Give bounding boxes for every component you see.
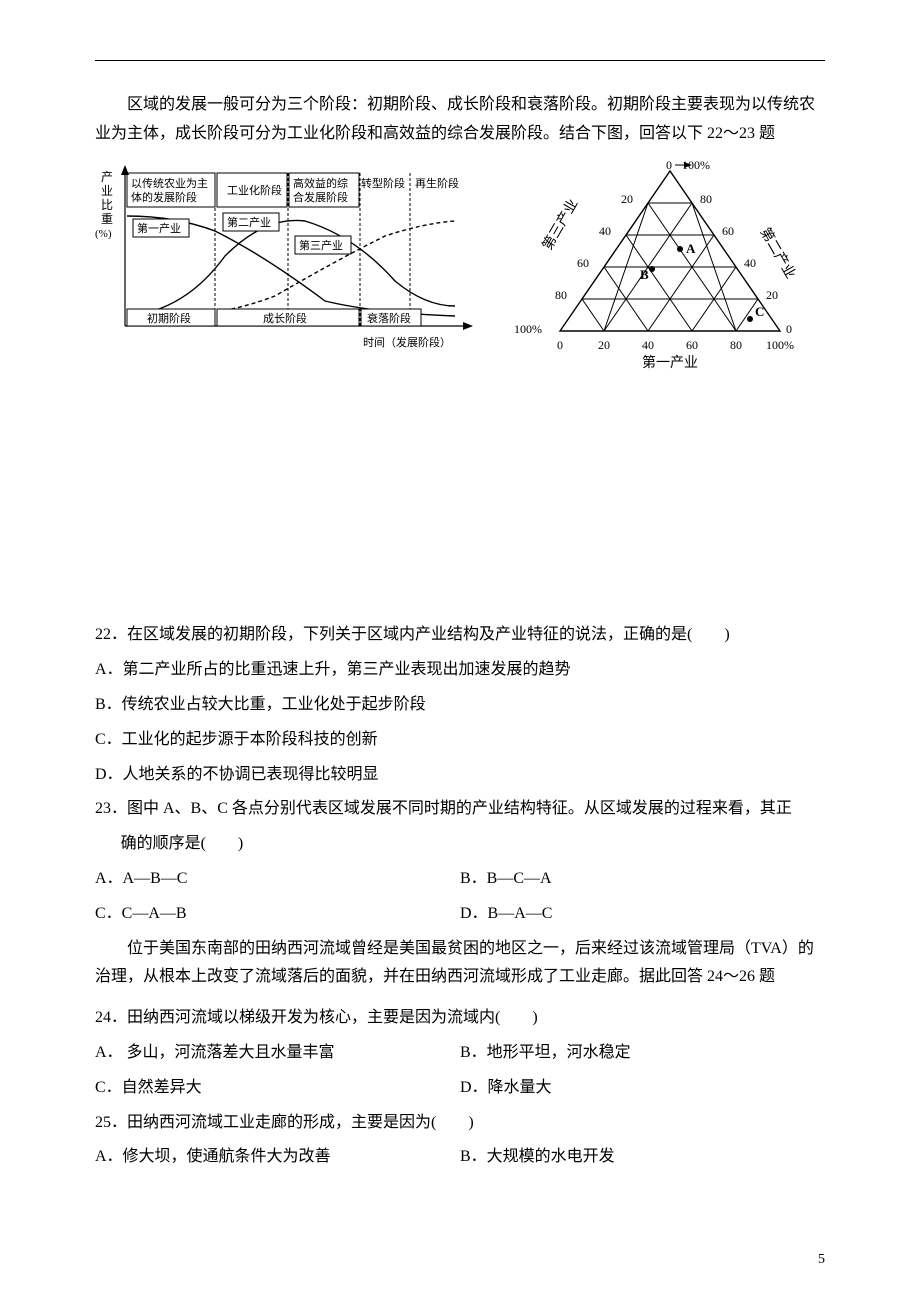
- q25-stem: 25．田纳西河流域工业走廊的形成，主要是因为( ): [95, 1109, 825, 1138]
- intro2-text: 位于美国东南部的田纳西河流域曾经是美国最贫困的地区之一，后来经过该流域管理局（T…: [95, 935, 825, 993]
- q23-A: A．A—B—C: [95, 865, 460, 894]
- q24-B: B．地形平坦，河水稳定: [460, 1039, 825, 1068]
- svg-text:高效益的综: 高效益的综: [293, 176, 348, 190]
- svg-text:0: 0: [666, 161, 672, 172]
- svg-text:以传统农业为主: 以传统农业为主: [131, 176, 208, 190]
- svg-text:工业化阶段: 工业化阶段: [227, 183, 282, 197]
- q25-A: A．修大坝，使通航条件大为改善: [95, 1143, 460, 1172]
- svg-text:转型阶段: 转型阶段: [361, 176, 405, 190]
- q22-B: B．传统农业占较大比重，工业化处于起步阶段: [95, 691, 825, 720]
- svg-text:40: 40: [599, 224, 611, 238]
- svg-text:再生阶段: 再生阶段: [415, 176, 459, 190]
- svg-text:成长阶段: 成长阶段: [263, 311, 307, 325]
- svg-text:100%: 100%: [515, 322, 542, 336]
- q25-row1: A．修大坝，使通航条件大为改善 B．大规模的水电开发: [95, 1143, 825, 1172]
- q23-B: B．B—C—A: [460, 865, 825, 894]
- svg-text:衰落阶段: 衰落阶段: [367, 311, 411, 325]
- svg-text:第二产业: 第二产业: [757, 224, 800, 281]
- top-rule: [95, 60, 825, 61]
- svg-text:业: 业: [101, 184, 113, 198]
- svg-text:60: 60: [722, 224, 734, 238]
- q23-row1: A．A—B—C B．B—C—A: [95, 865, 825, 894]
- svg-text:A: A: [686, 241, 696, 256]
- q24-C: C．自然差异大: [95, 1074, 460, 1103]
- svg-text:40: 40: [744, 256, 756, 270]
- svg-text:20: 20: [598, 338, 610, 352]
- svg-text:体的发展阶段: 体的发展阶段: [131, 190, 197, 204]
- svg-text:第三产业: 第三产业: [539, 196, 582, 253]
- svg-text:B: B: [640, 267, 649, 282]
- svg-text:第一产业: 第一产业: [642, 354, 698, 371]
- svg-text:第二产业: 第二产业: [227, 215, 271, 229]
- svg-text:合发展阶段: 合发展阶段: [293, 190, 348, 204]
- q24-stem: 24．田纳西河流域以梯级开发为核心，主要是因为流域内( ): [95, 1004, 825, 1033]
- q23-C: C．C—A—B: [95, 900, 460, 929]
- svg-text:比: 比: [101, 198, 113, 212]
- q22-C: C．工业化的起步源于本阶段科技的创新: [95, 726, 825, 755]
- q22-stem: 22．在区域发展的初期阶段，下列关于区域内产业结构及产业特征的说法，正确的是( …: [95, 621, 825, 650]
- svg-text:产: 产: [101, 170, 113, 184]
- svg-text:100%: 100%: [766, 338, 794, 352]
- q25-B: B．大规模的水电开发: [460, 1143, 825, 1172]
- svg-text:40: 40: [642, 338, 654, 352]
- svg-text:60: 60: [686, 338, 698, 352]
- svg-text:20: 20: [766, 288, 778, 302]
- q23-D: D．B—A—C: [460, 900, 825, 929]
- svg-text:第三产业: 第三产业: [299, 238, 343, 252]
- right-chart: 0 20 40 60 80 100% 100% 80 60 40 20 0 0 …: [515, 161, 825, 382]
- svg-text:80: 80: [555, 288, 567, 302]
- q24-row2: C．自然差异大 D．降水量大: [95, 1074, 825, 1103]
- svg-text:(%): (%): [95, 228, 112, 240]
- q23-stem1: 23．图中 A、B、C 各点分别代表区域发展不同时期的产业结构特征。从区域发展的…: [95, 795, 825, 824]
- svg-text:0: 0: [557, 338, 563, 352]
- page-number: 5: [818, 1247, 825, 1272]
- svg-text:重: 重: [101, 212, 113, 226]
- svg-text:初期阶段: 初期阶段: [147, 311, 191, 325]
- svg-text:C: C: [755, 304, 764, 319]
- q23-stem2: 确的顺序是( ): [95, 830, 825, 859]
- chart-area: 产 业 比 重 (%) 以传统农业为主 体的发展阶段 工业化阶段 高效益的综 合…: [95, 161, 825, 382]
- q24-A: A． 多山，河流落差大且水量丰富: [95, 1039, 460, 1068]
- q24-D: D．降水量大: [460, 1074, 825, 1103]
- svg-text:80: 80: [700, 192, 712, 206]
- svg-text:0: 0: [786, 322, 792, 336]
- intro-text: 区域的发展一般可分为三个阶段：初期阶段、成长阶段和衰落阶段。初期阶段主要表现为以…: [95, 91, 825, 149]
- svg-text:20: 20: [621, 192, 633, 206]
- q22-D: D．人地关系的不协调已表现得比较明显: [95, 761, 825, 790]
- left-chart: 产 业 比 重 (%) 以传统农业为主 体的发展阶段 工业化阶段 高效益的综 合…: [95, 161, 475, 372]
- svg-text:60: 60: [577, 256, 589, 270]
- svg-text:第一产业: 第一产业: [137, 221, 181, 235]
- svg-text:时间（发展阶段）: 时间（发展阶段）: [363, 335, 451, 349]
- q24-row1: A． 多山，河流落差大且水量丰富 B．地形平坦，河水稳定: [95, 1039, 825, 1068]
- svg-text:80: 80: [730, 338, 742, 352]
- q22-A: A．第二产业所占的比重迅速上升，第三产业表现出加速发展的趋势: [95, 656, 825, 685]
- q23-row2: C．C—A—B D．B—A—C: [95, 900, 825, 929]
